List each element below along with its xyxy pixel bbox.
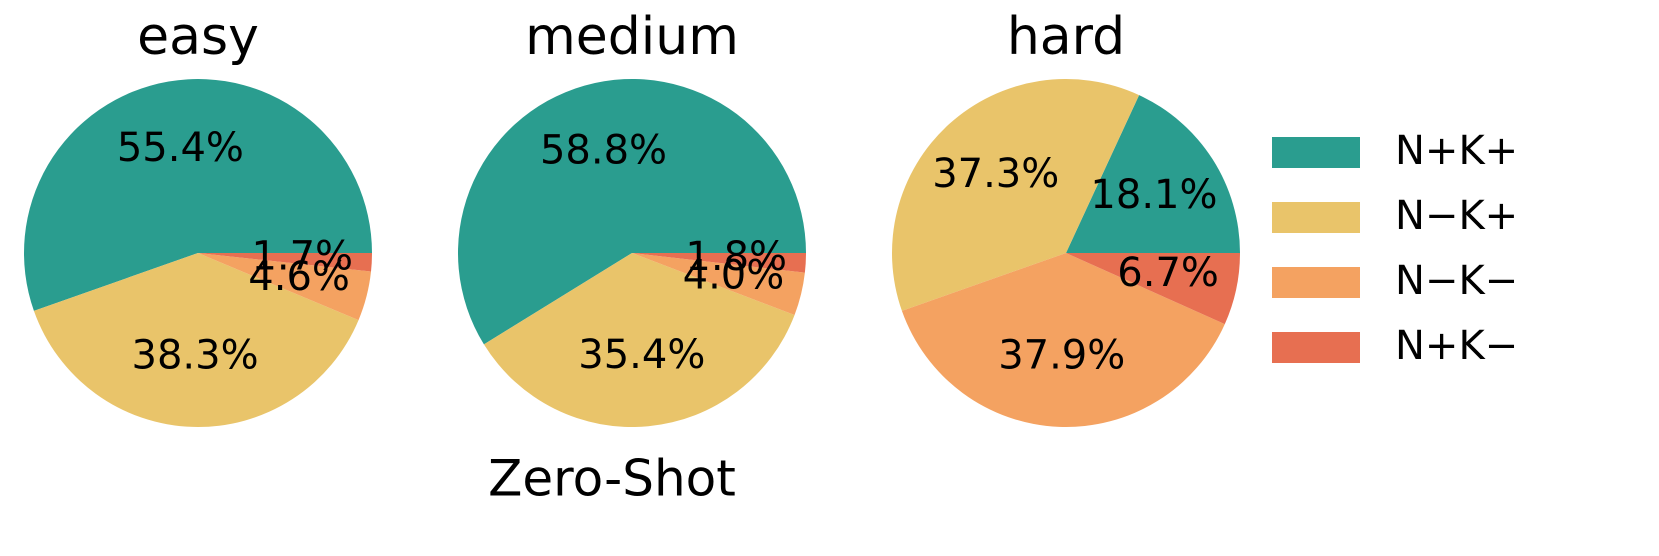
legend-swatch: [1272, 332, 1360, 363]
legend-swatch: [1272, 202, 1360, 233]
pie-slice: [198, 253, 372, 321]
slice-label: 1.8%: [685, 234, 787, 280]
pie-slice: [632, 253, 806, 273]
pie-slice: [1066, 95, 1240, 253]
pie-slice: [901, 253, 1225, 428]
slice-label: 37.9%: [998, 332, 1125, 378]
slice-label: 6.7%: [1117, 250, 1219, 296]
pie-title: hard: [1007, 7, 1125, 67]
legend-label: N+K−: [1395, 323, 1518, 369]
legend-swatch: [1272, 267, 1360, 298]
legend-label: N+K+: [1395, 128, 1518, 174]
legend-label: N−K+: [1395, 193, 1518, 239]
pie-slice: [483, 253, 795, 427]
pie-slice: [33, 253, 359, 427]
pie-title: medium: [525, 7, 739, 67]
pie-slice: [1066, 253, 1240, 325]
slice-label: 35.4%: [578, 332, 705, 378]
pie-title: easy: [137, 7, 259, 67]
slice-label: 18.1%: [1090, 172, 1217, 218]
slice-label: 4.6%: [248, 254, 350, 300]
pie-slice: [457, 79, 806, 345]
caption: Zero-Shot: [488, 450, 736, 508]
slice-label: 4.0%: [683, 253, 785, 299]
slice-label: 58.8%: [540, 128, 667, 174]
pie-slice: [24, 79, 373, 311]
pie-slice: [892, 78, 1140, 311]
pie-slice: [632, 253, 805, 316]
legend-swatch: [1272, 137, 1360, 168]
slice-label: 38.3%: [132, 332, 259, 378]
pie-slice: [198, 253, 372, 272]
slice-label: 55.4%: [117, 125, 244, 171]
slice-label: 1.7%: [251, 234, 353, 280]
slice-label: 37.3%: [932, 151, 1059, 197]
legend-label: N−K−: [1395, 258, 1518, 304]
